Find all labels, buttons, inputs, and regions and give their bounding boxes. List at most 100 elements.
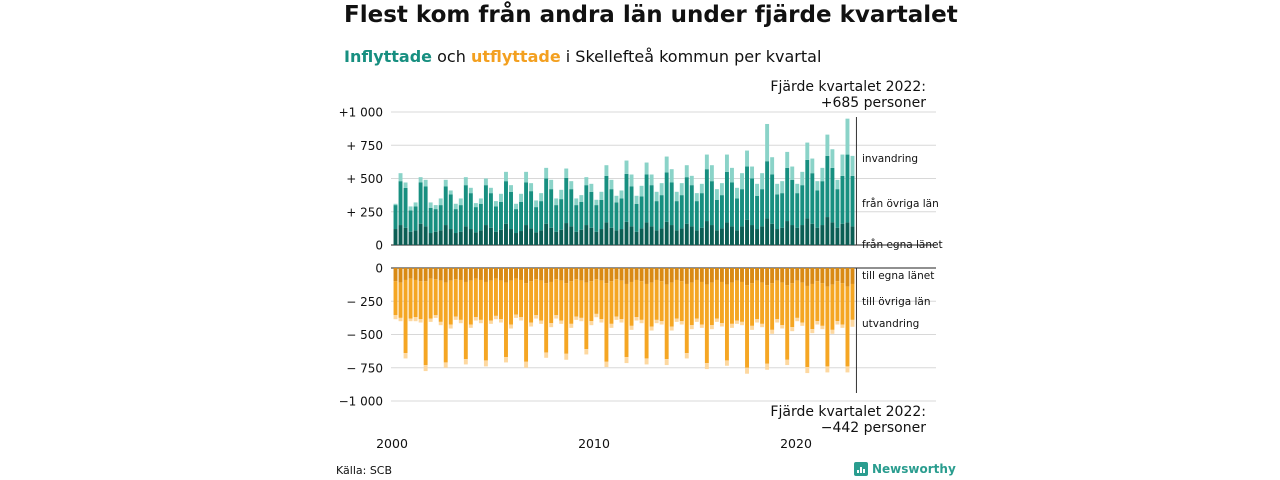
bar-in-own (433, 231, 438, 245)
bar-out-emi (815, 321, 820, 325)
bar-in-other (624, 173, 629, 222)
bar-out-own (704, 268, 709, 285)
bar-in-other (664, 172, 669, 222)
bar-out-other (609, 281, 614, 324)
bar-out-own (418, 268, 423, 282)
bar-in-other (714, 199, 719, 231)
bar-out-own (614, 268, 619, 280)
bar-out-own (714, 268, 719, 280)
bar-in-imm (694, 193, 699, 202)
bar-out-other (800, 282, 805, 323)
bar-out-other (554, 279, 559, 316)
bar-in-other (463, 185, 468, 227)
bar-in-imm (714, 189, 719, 200)
bar-in-other (684, 177, 689, 224)
bar-in-other (765, 161, 770, 219)
bar-out-other (730, 282, 734, 324)
bar-out-emi (564, 353, 569, 360)
bar-in-own (499, 229, 503, 245)
bar-out-other (599, 280, 604, 320)
bar-out-emi (629, 325, 634, 330)
bar-out-other (679, 281, 684, 322)
bar-in-other (785, 167, 790, 222)
bar-out-own (735, 268, 739, 281)
bar-in-imm (604, 165, 609, 176)
bar-out-own (835, 268, 840, 282)
subtitle-utflyttade: utflyttade (470, 47, 561, 66)
bar-out-own (644, 268, 649, 284)
bar-in-imm (649, 174, 654, 186)
bar-out-emi (589, 321, 594, 326)
bar-out-emi (659, 321, 664, 325)
bar-in-imm (785, 151, 790, 168)
bar-in-own (609, 227, 614, 245)
series-label-out: till egna länet (862, 270, 934, 282)
bar-in-other (775, 194, 780, 230)
bar-in-imm (654, 191, 659, 202)
bar-in-imm (413, 202, 418, 207)
bar-in-imm (499, 193, 503, 202)
bar-in-imm (438, 198, 443, 206)
labels: +1 000 + 750 + 500 + 250 0 0 − 250 − 500 − 750 −1… (339, 106, 943, 452)
bar-out-other (423, 281, 428, 366)
bar-out-other (735, 280, 739, 321)
bar-out-other (524, 283, 529, 362)
bar-out-own (840, 268, 845, 284)
bar-in-imm (478, 198, 483, 204)
bar-out-other (418, 281, 423, 320)
ytick-top-label: 0 (375, 239, 383, 253)
bar-out-emi (745, 367, 749, 374)
bar-out-other (654, 279, 659, 320)
bar-in-other (780, 193, 785, 228)
bar-in-own (579, 229, 584, 245)
series-label-out: till övriga län (862, 296, 931, 308)
bar-in-imm (554, 198, 559, 206)
bar-in-imm (684, 165, 689, 178)
bar-in-imm (634, 195, 639, 204)
bar-in-other (549, 189, 554, 228)
bar-out-own (549, 268, 554, 282)
bar-out-other (634, 279, 639, 318)
bar-out-own (589, 268, 594, 282)
bar-out-emi (534, 315, 539, 319)
bar-in-own (830, 222, 835, 245)
bar-out-own (609, 268, 614, 282)
bar-out-other (785, 285, 790, 360)
bar-out-other (579, 280, 584, 318)
bar-out-emi (418, 319, 423, 323)
bar-in-own (815, 227, 820, 245)
bar-in-other (795, 193, 800, 228)
bar-out-own (599, 268, 604, 281)
subtitle-inflyttade: Inflyttade (344, 47, 433, 66)
bar-out-own (519, 268, 524, 280)
bar-in-own (569, 226, 574, 245)
bar-out-other (398, 282, 403, 318)
bar-out-emi (559, 320, 564, 324)
bar-in-other (709, 181, 714, 226)
bar-out-own (664, 268, 669, 285)
bar-in-imm (679, 183, 684, 196)
bar-out-own (413, 268, 418, 280)
annotation-bottom: Fjärde kvartalet 2022: −442 personer (770, 404, 926, 436)
bar-in-other (760, 189, 765, 227)
bar-out-own (724, 268, 729, 285)
bar-in-own (453, 233, 458, 245)
bar-in-own (750, 225, 755, 245)
bar-in-other (453, 209, 458, 234)
bar-out-own (815, 268, 820, 282)
bar-in-imm (599, 191, 604, 200)
bar-out-emi (785, 359, 790, 366)
bar-out-own (534, 268, 539, 280)
annotation-bottom-line2: −442 personer (820, 420, 926, 436)
bar-in-imm (514, 203, 518, 210)
bar-in-own (850, 226, 855, 245)
bar-in-imm (443, 179, 448, 187)
subtitle-och: och (432, 47, 471, 66)
bar-in-imm (504, 171, 508, 182)
bar-out-other (850, 283, 855, 320)
bar-out-own (594, 268, 599, 280)
bar-out-other (539, 280, 544, 321)
bar-in-own (463, 226, 468, 245)
bar-out-own (659, 268, 664, 282)
bar-out-emi (825, 366, 830, 373)
